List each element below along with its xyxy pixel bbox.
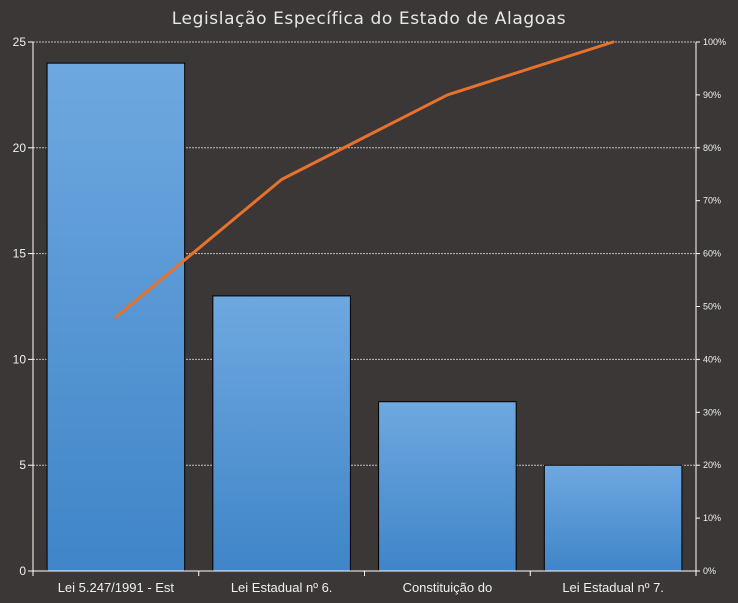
y-tick-label: 20 — [13, 141, 27, 155]
y-tick-label: 10 — [13, 352, 27, 366]
chart-title: Legislação Específica do Estado de Alago… — [172, 9, 566, 29]
y2-tick-label: 0% — [703, 566, 716, 576]
y2-tick-label: 30% — [703, 407, 721, 417]
y2-tick-label: 60% — [703, 249, 721, 259]
y2-tick-label: 50% — [703, 302, 721, 312]
axes — [28, 41, 700, 576]
x-tick-labels: Lei 5.247/1991 - Est Lei Estadual nº 6. Co… — [58, 580, 664, 595]
secondary-y-tick-labels: 0% 10% 20% 30% 40% 50% 60% 70% 80% 90% 100% — [703, 37, 726, 576]
x-tick-label: Lei Estadual nº 7. — [562, 580, 664, 595]
x-tick-label: Constituição do — [403, 580, 493, 595]
y-tick-label: 0 — [19, 564, 26, 578]
y-tick-label: 15 — [13, 247, 27, 261]
y-tick-label: 25 — [13, 35, 27, 49]
y2-tick-label: 100% — [703, 37, 726, 47]
cumulative-line-series — [114, 40, 615, 319]
y2-tick-label: 10% — [703, 513, 721, 523]
x-tick-label: Lei 5.247/1991 - Est — [58, 580, 175, 595]
primary-y-tick-labels: 0 5 10 15 20 25 — [13, 35, 27, 578]
cumulative-line — [114, 40, 615, 319]
bar — [543, 464, 683, 572]
y2-tick-label: 90% — [703, 90, 721, 100]
x-tick-label: Lei Estadual nº 6. — [231, 580, 333, 595]
bar-series — [46, 62, 683, 572]
y2-tick-label: 20% — [703, 460, 721, 470]
bar — [378, 401, 517, 572]
y2-tick-label: 70% — [703, 196, 721, 206]
y2-tick-label: 80% — [703, 143, 721, 153]
bar — [212, 295, 351, 572]
y2-tick-label: 40% — [703, 354, 721, 364]
y-tick-label: 5 — [19, 458, 26, 472]
